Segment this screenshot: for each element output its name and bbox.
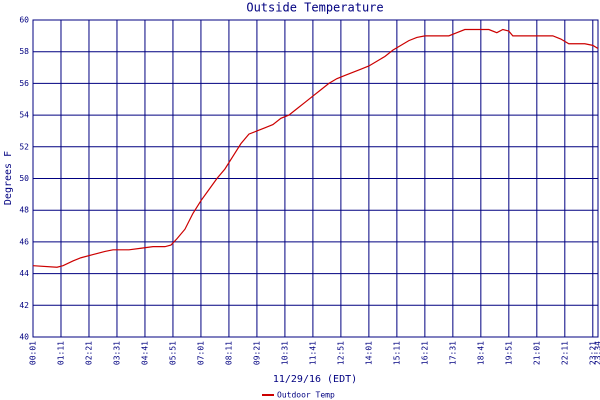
x-tick-label: 07:01 bbox=[196, 341, 205, 365]
y-tick-label: 46 bbox=[19, 237, 29, 246]
y-tick-label: 44 bbox=[19, 269, 29, 278]
x-tick-label: 23:34 bbox=[594, 341, 600, 365]
x-tick-label: 02:21 bbox=[84, 341, 93, 365]
y-axis-label: Degrees F bbox=[3, 151, 14, 205]
chart-title: Outside Temperature bbox=[246, 1, 383, 15]
x-tick-label: 23:21 bbox=[588, 341, 597, 365]
y-tick-label: 52 bbox=[19, 142, 29, 151]
y-tick-label: 42 bbox=[19, 301, 29, 310]
x-tick-label: 03:31 bbox=[112, 341, 121, 365]
x-tick-label: 18:41 bbox=[476, 341, 485, 365]
x-tick-label: 10:31 bbox=[280, 341, 289, 365]
x-tick-label: 17:31 bbox=[448, 341, 457, 365]
x-axis-label: 11/29/16 (EDT) bbox=[273, 374, 357, 385]
data-line bbox=[32, 28, 599, 268]
x-tick-label: 19:51 bbox=[504, 341, 513, 365]
x-tick-label: 08:11 bbox=[224, 341, 233, 365]
y-tick-label: 50 bbox=[19, 174, 29, 183]
legend-label: Outdoor Temp bbox=[277, 391, 335, 400]
x-tick-label: 04:41 bbox=[140, 341, 149, 365]
y-tick-label: 48 bbox=[19, 206, 29, 215]
x-tick-label: 22:11 bbox=[560, 341, 569, 365]
y-tick-label: 58 bbox=[19, 47, 29, 56]
y-tick-label: 56 bbox=[19, 79, 29, 88]
y-tick-label: 60 bbox=[19, 16, 29, 25]
x-tick-label: 16:21 bbox=[420, 341, 429, 365]
x-tick-label: 15:11 bbox=[392, 341, 401, 365]
x-tick-label: 01:11 bbox=[56, 341, 65, 365]
x-tick-label: 05:51 bbox=[168, 341, 177, 365]
x-tick-label: 21:01 bbox=[532, 341, 541, 365]
x-tick-label: 14:01 bbox=[364, 341, 373, 365]
x-tick-label: 11:41 bbox=[308, 341, 317, 365]
y-tick-label: 40 bbox=[19, 333, 29, 342]
x-tick-label: 12:51 bbox=[336, 341, 345, 365]
x-tick-label: 00:01 bbox=[29, 341, 38, 365]
x-tick-label: 09:21 bbox=[252, 341, 261, 365]
y-tick-label: 54 bbox=[19, 111, 29, 120]
